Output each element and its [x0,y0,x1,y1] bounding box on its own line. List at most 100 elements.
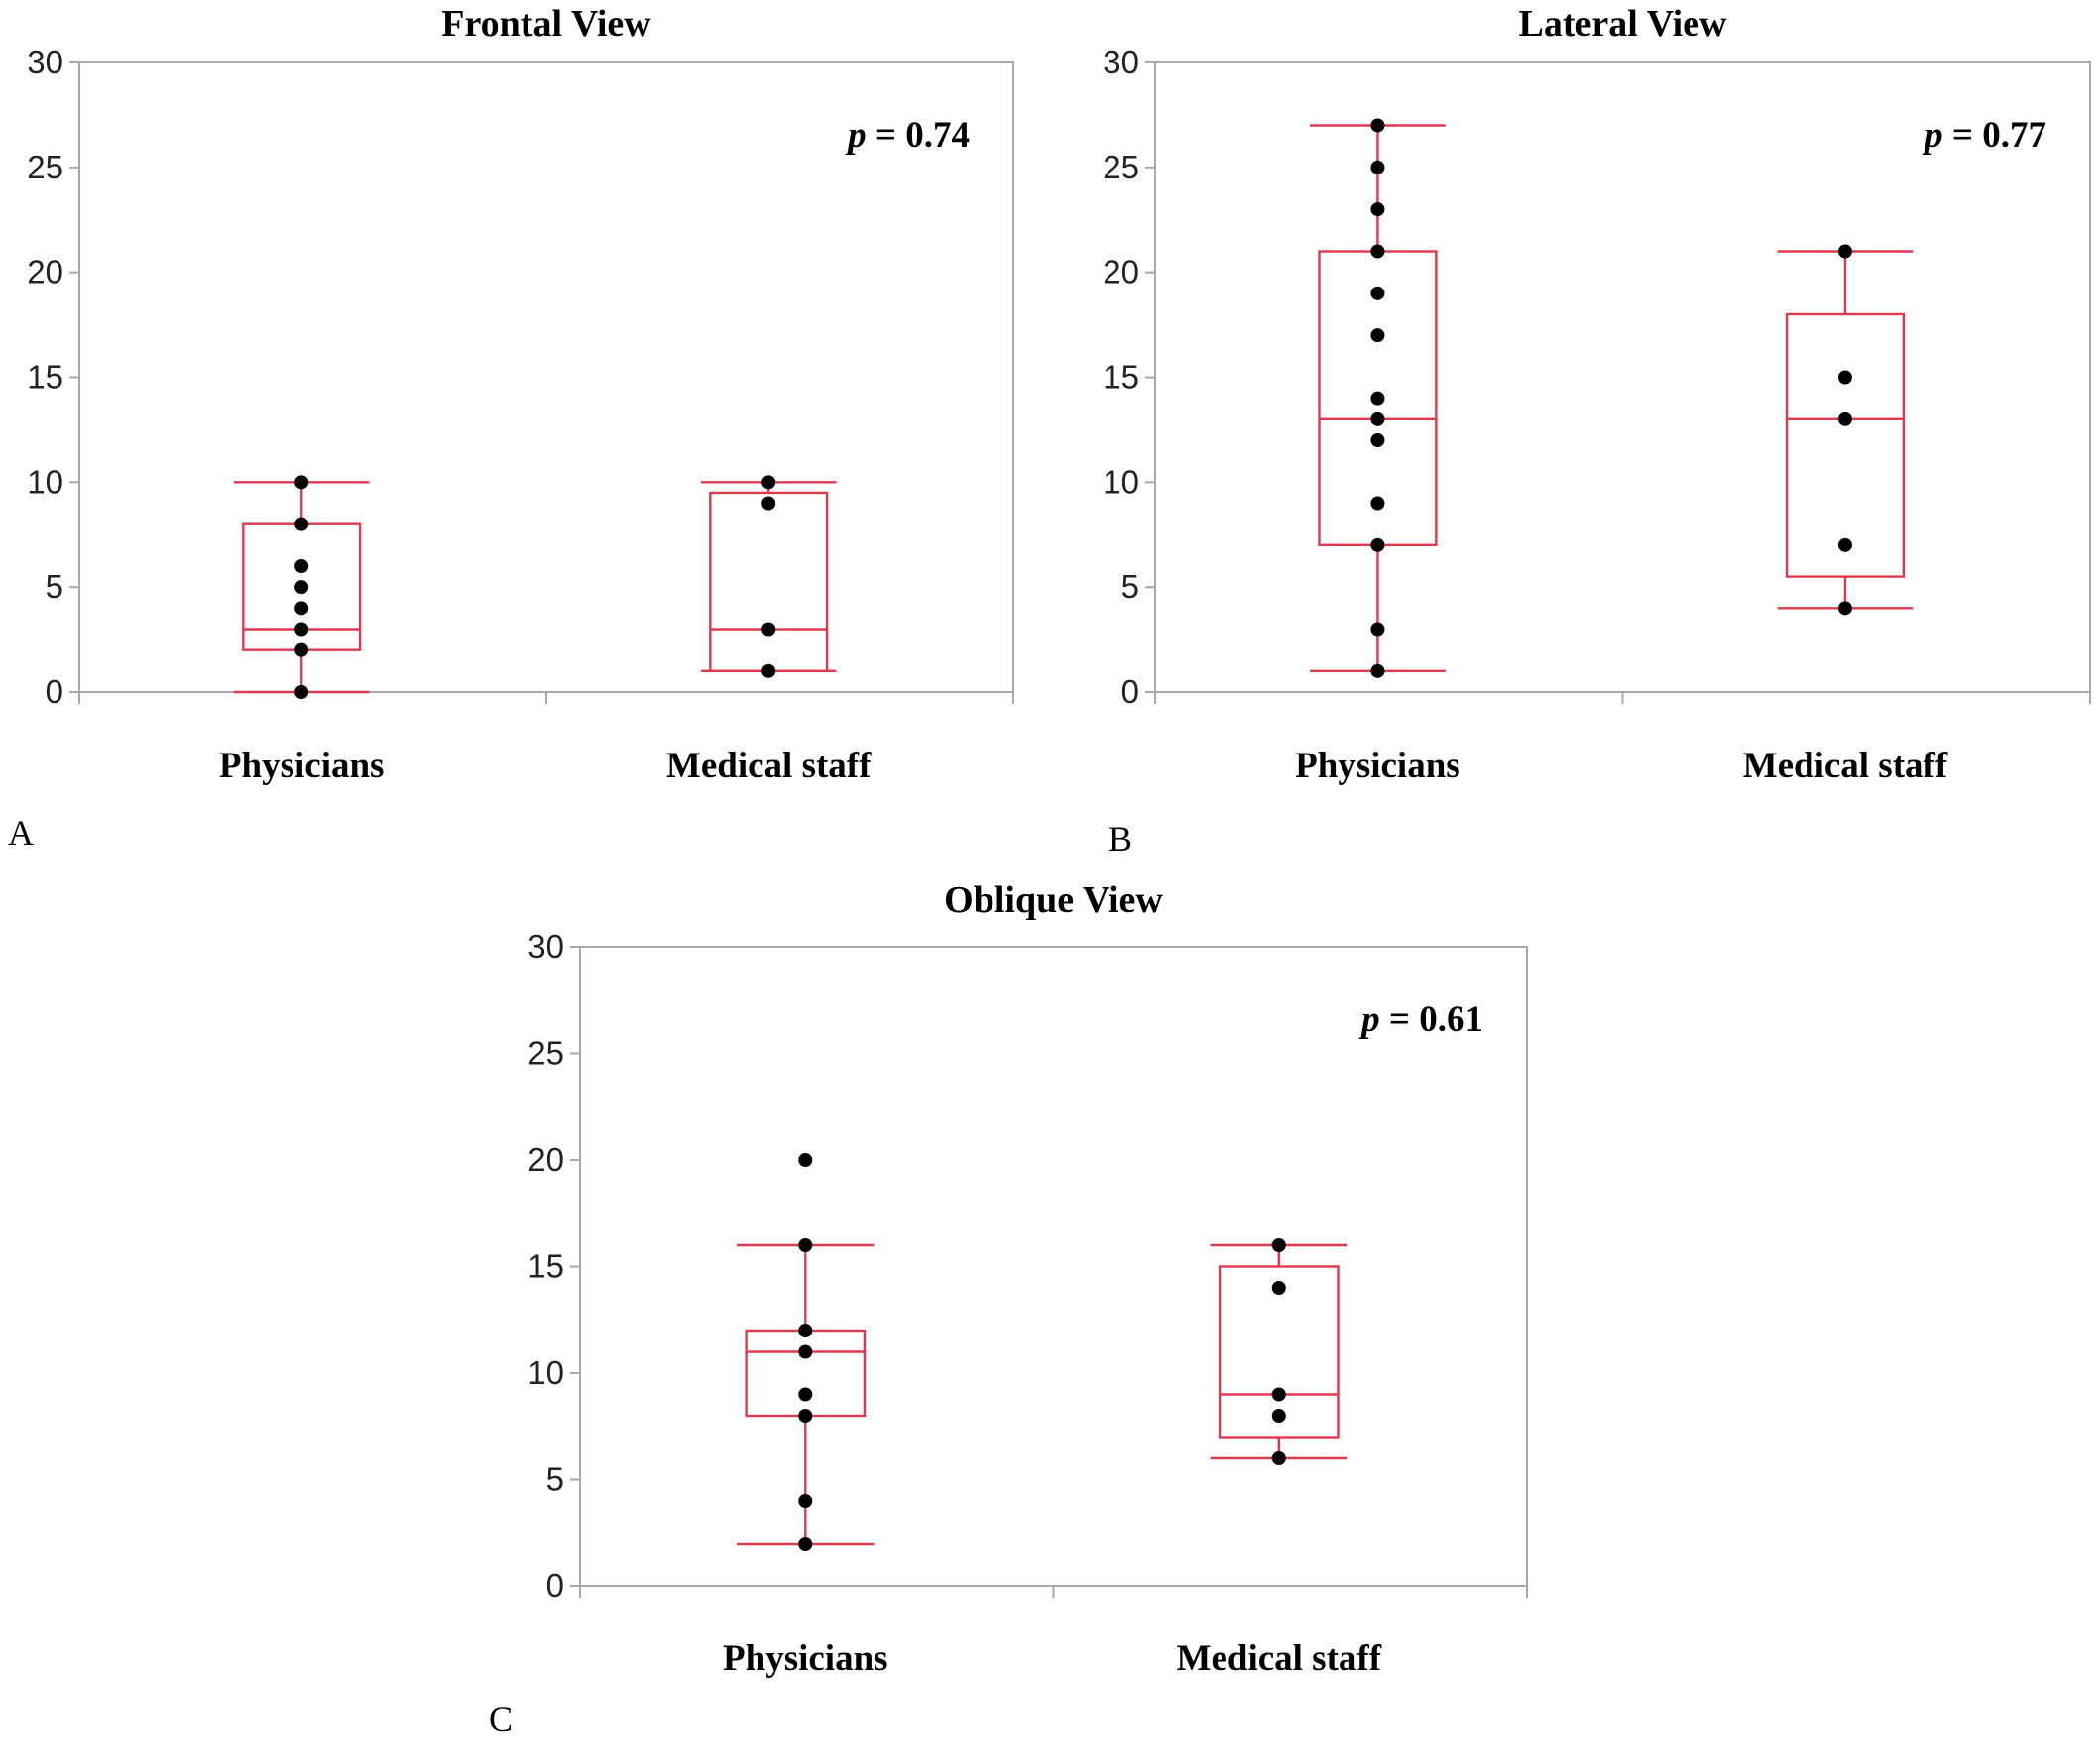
data-point [1271,1387,1286,1402]
panel-letter: B [1108,819,1132,859]
y-tick-label: 15 [27,359,63,396]
data-point [761,496,776,511]
y-tick-label: 10 [1103,463,1139,500]
category-label: Physicians [1295,746,1460,786]
data-point [1370,202,1385,217]
y-tick-label: 5 [1121,568,1139,605]
box-physicians [737,1153,875,1551]
plot-frame [579,946,1528,1587]
y-tick-label: 30 [527,928,564,965]
p-symbol: p [1922,115,1943,156]
y-tick-label: 0 [546,1567,564,1604]
data-point [1370,328,1385,343]
data-point [798,1494,813,1508]
iqr-box [709,491,829,673]
p-value-text: = 0.77 [1943,115,2046,156]
data-point [1370,391,1385,406]
chart-panel-B: 0 5 10 15 20 25 30 Lateral View p = 0.77 Physicia… [1103,3,2091,859]
data-point [798,1387,813,1402]
data-point [1271,1409,1286,1423]
data-point [798,1344,813,1359]
category-label: Medical staff [1743,746,1948,786]
data-point [798,1409,813,1423]
data-point [1837,370,1852,385]
category-label: Physicians [219,746,385,786]
y-tick-label: 10 [527,1354,564,1391]
data-point [294,517,309,531]
data-point [294,601,309,616]
data-point [1370,663,1385,678]
data-point [1370,537,1385,552]
data-point [798,1153,813,1167]
y-tick-label: 0 [1121,673,1139,710]
data-point [1271,1281,1286,1295]
data-point [1370,496,1385,511]
category-label: Physicians [723,1638,888,1679]
box-medical-staff [1210,1238,1348,1465]
data-point [761,475,776,490]
data-point [294,580,309,595]
category-label: Medical staff [1177,1638,1382,1679]
data-point [1271,1238,1286,1252]
y-tick-label: 25 [1103,149,1139,185]
p-value-annotation: p = 0.61 [1358,999,1483,1040]
iqr-box [1218,1265,1340,1439]
y-tick-label: 20 [527,1141,564,1178]
plot-frame [1154,61,2091,693]
y-tick-label: 20 [27,254,63,290]
y-tick-label: 5 [46,568,63,605]
box-medical-staff [700,475,837,678]
chart-title: Frontal View [441,3,651,45]
y-tick-label: 15 [527,1248,564,1285]
y-tick-label: 5 [546,1461,564,1498]
data-point [1837,601,1852,616]
data-point [761,622,776,637]
data-point [294,622,309,637]
data-point [798,1537,813,1551]
data-point [1370,286,1385,300]
box-physicians [1310,118,1446,678]
data-point [1370,244,1385,259]
panel-letter: C [489,1699,513,1739]
y-tick-label: 25 [27,149,63,185]
chart-panel-C: 0 5 10 15 20 25 30 Oblique View p = 0.61 Physicia… [489,879,1528,1739]
y-tick-label: 10 [27,463,63,500]
data-point [1370,433,1385,447]
p-value-text: = 0.61 [1380,999,1483,1040]
data-point [1837,537,1852,552]
y-tick-label: 30 [1103,44,1139,80]
data-point [1837,244,1852,259]
data-point [798,1324,813,1337]
data-point [294,475,309,490]
data-point [1370,118,1385,133]
p-value-annotation: p = 0.74 [845,115,970,156]
box-medical-staff [1777,244,1914,616]
chart-title: Oblique View [944,879,1163,921]
data-point [1370,622,1385,637]
data-point [1370,411,1385,426]
p-value-text: = 0.74 [867,115,970,156]
data-point [798,1238,813,1252]
chart-panel-A: 0 5 10 15 20 25 30 Frontal View p = 0.74 Physicia… [8,3,1014,853]
panel-letter: A [8,813,34,853]
data-point [294,685,309,699]
data-point [761,663,776,678]
iqr-box [1785,312,1906,578]
p-symbol: p [845,115,867,156]
plot-frame [78,61,1014,693]
y-tick-label: 20 [1103,254,1139,290]
p-value-annotation: p = 0.77 [1922,115,2046,156]
data-point [1271,1451,1286,1465]
data-point [1837,411,1852,426]
y-tick-label: 25 [527,1035,564,1072]
chart-title: Lateral View [1518,3,1727,45]
box-physicians [233,475,370,699]
data-point [294,642,309,657]
p-symbol: p [1358,999,1380,1040]
y-tick-label: 30 [27,44,63,80]
iqr-box [745,1329,867,1418]
data-point [294,559,309,573]
category-label: Medical staff [666,746,872,786]
data-point [1370,160,1385,174]
